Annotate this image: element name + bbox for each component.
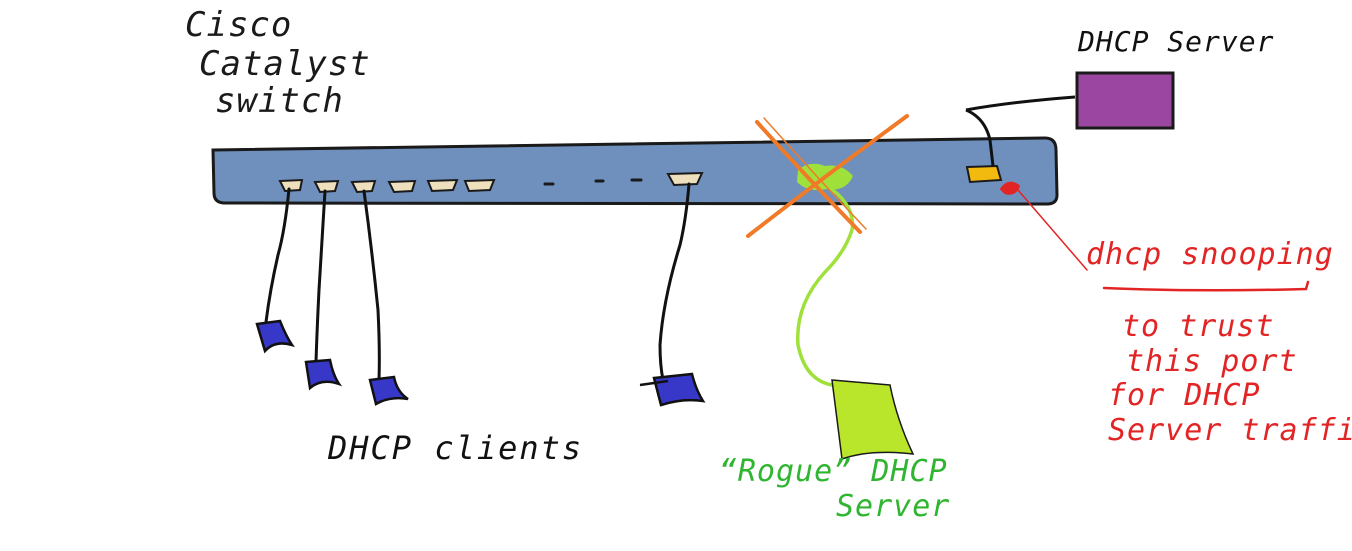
trusted-port [965,164,1003,184]
client-icon [652,372,706,407]
port-5 [426,178,459,193]
dhcp-server-cable [965,95,1076,167]
client-icon [255,319,295,354]
port-6 [463,178,496,193]
trust-note-line-1: to trust [1122,309,1275,344]
port-1 [278,178,304,193]
switch-ports [278,171,704,194]
trust-note-line-4: Server traffic. [1108,412,1352,448]
rogue-server-icon [831,379,915,461]
snooping-annotation [999,181,1310,292]
client-icon [368,375,409,406]
rogue-label-line-1: “Rogue” DHCP [718,454,948,489]
dhcp-snooping-label: dhcp snooping [1086,237,1334,272]
switch-label-line-3: switch [215,81,344,122]
ellipsis [543,178,643,186]
rogue-label-line-2: Server [836,488,951,524]
dhcp-server-label: DHCP Server [1078,25,1275,58]
switch-label-line-2: Catalyst [199,44,371,85]
switch-label-line-1: Cisco [185,5,293,45]
rogue-cable [795,183,855,387]
client-icon [304,358,343,391]
trust-note-line-3: for DHCP [1108,378,1261,413]
dhcp-clients-label: DHCP clients [328,429,584,467]
switch-body [211,136,1059,206]
port-3 [350,179,377,194]
trust-note-line-2: this port [1126,343,1298,379]
trust-note: to trust this port for DHCP Server traff… [1108,309,1352,448]
port-last [666,171,704,187]
client-cables [264,182,691,382]
blocked-cross-icon [746,114,909,238]
dhcp-clients [255,319,706,407]
port-4 [387,179,417,194]
rogue-server-label: “Rogue” DHCP Server [716,454,951,524]
port-2 [313,179,340,194]
dhcp-server-icon [1075,71,1175,130]
switch-label: Cisco Catalyst switch [185,5,371,122]
